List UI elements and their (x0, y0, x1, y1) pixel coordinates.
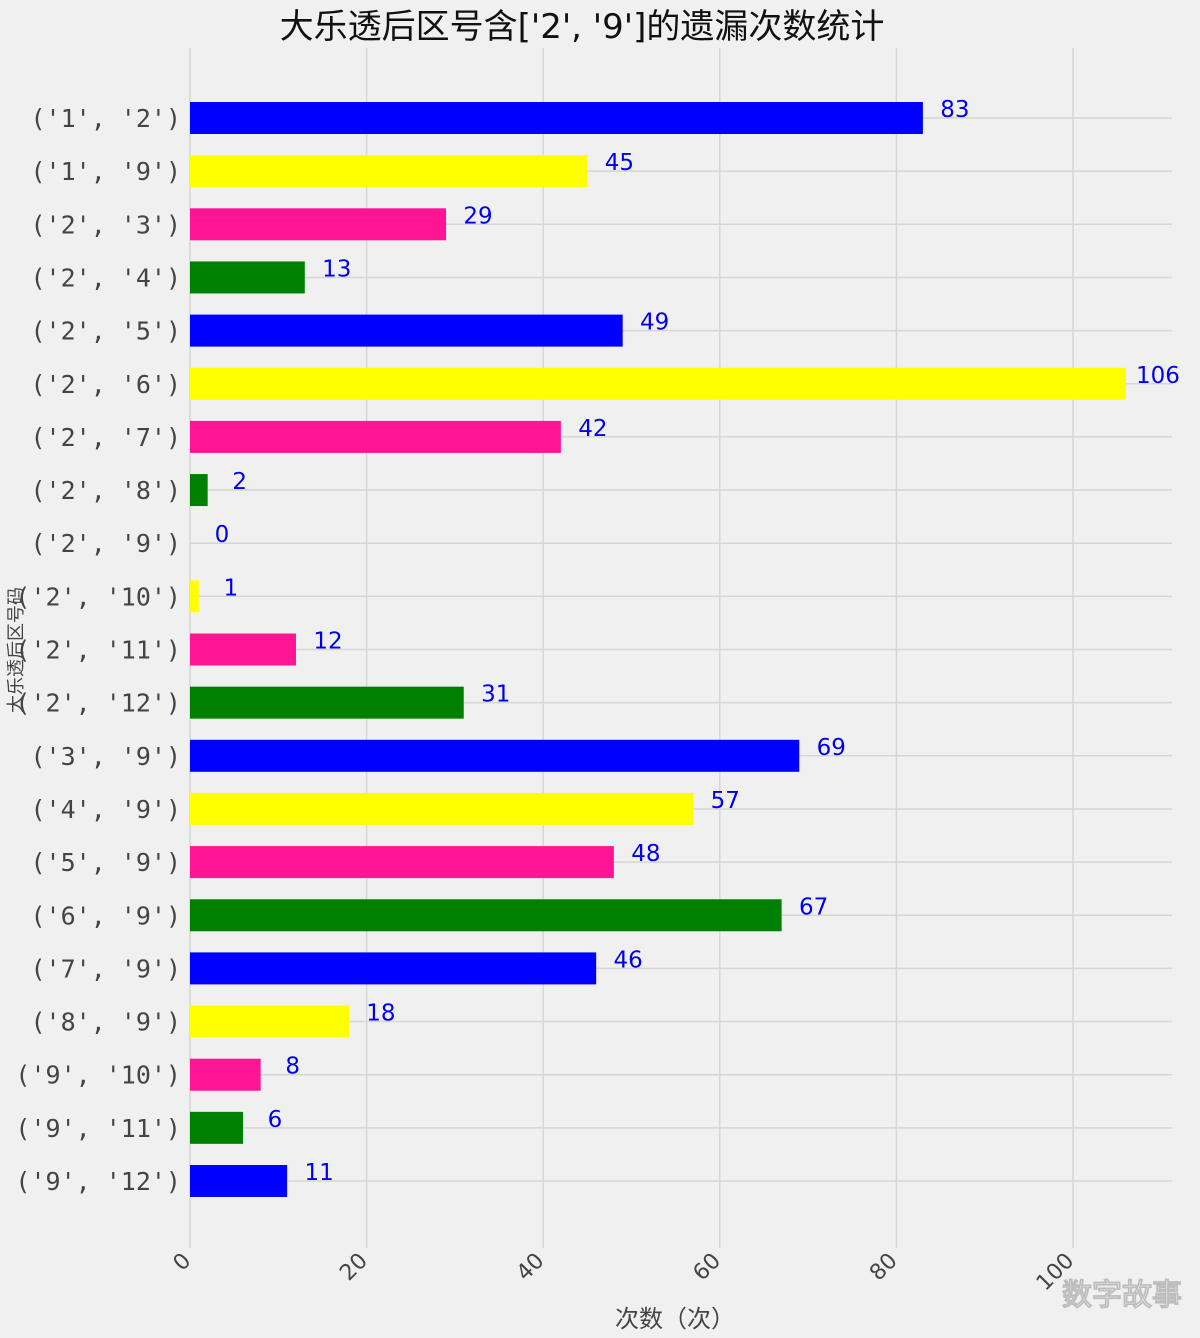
bar-value-label: 46 (614, 947, 643, 973)
chart-title: 大乐透后区号含['2', '9']的遗漏次数统计 (280, 7, 885, 47)
y-axis-label: 大乐透后区号码 (6, 587, 27, 713)
y-tick-label: ('2', '8') (30, 476, 181, 505)
bar-value-label: 31 (481, 682, 510, 708)
bar (190, 102, 923, 134)
x-tick-labels: 0 20 40 60 80 100 (169, 1249, 1080, 1296)
y-tick-label: ('6', '9') (30, 901, 181, 930)
x-tick-label: 0 (169, 1249, 197, 1277)
bar-value-label: 45 (605, 150, 634, 176)
bar (190, 1005, 349, 1038)
y-tick-label: ('1', '9') (30, 157, 181, 186)
y-tick-label: ('2', '5') (30, 317, 181, 346)
bar-value-label: 11 (304, 1160, 333, 1186)
x-tick-label: 60 (689, 1249, 726, 1286)
x-tick-label: 80 (865, 1249, 902, 1286)
bar (190, 633, 296, 666)
bar-value-label: 6 (268, 1107, 283, 1133)
bar-value-label: 69 (817, 735, 846, 761)
bar (190, 899, 782, 932)
y-tick-label: ('5', '9') (30, 848, 181, 877)
x-axis-label: 次数（次） (615, 1305, 735, 1333)
bar-value-label: 2 (232, 469, 247, 495)
y-tick-label: ('2', '11') (15, 636, 181, 665)
bar (190, 792, 694, 825)
bar-value-label: 1 (224, 575, 239, 601)
y-tick-label: ('7', '9') (30, 954, 181, 983)
bar (190, 1058, 261, 1091)
y-tick-label: ('3', '9') (30, 742, 181, 771)
x-tick-label: 20 (335, 1249, 372, 1286)
y-tick-label: ('9', '12') (15, 1167, 181, 1196)
x-tick-label: 40 (512, 1249, 549, 1286)
bar (190, 367, 1126, 400)
y-tick-label: ('2', '9') (30, 529, 181, 558)
y-tick-label: ('4', '9') (30, 795, 181, 824)
bar-value-label: 57 (711, 788, 740, 814)
y-tick-label: ('2', '4') (30, 263, 181, 292)
bar-value-label: 18 (366, 1001, 395, 1027)
bar-value-label: 13 (322, 256, 351, 282)
y-tick-labels: ('1', '2') ('1', '9') ('2', '3') ('2', '4')… (15, 104, 181, 1196)
bar (190, 314, 623, 347)
y-tick-label: ('8', '9') (30, 1008, 181, 1037)
bar (190, 580, 199, 613)
bar-value-label: 106 (1136, 363, 1180, 389)
y-tick-label: ('2', '3') (30, 210, 181, 239)
y-tick-label: ('2', '7') (30, 423, 181, 452)
bar (190, 1111, 243, 1144)
y-tick-label: ('2', '12') (15, 689, 181, 718)
bar (190, 739, 800, 772)
y-tick-label: ('2', '10') (15, 582, 181, 611)
bar (190, 208, 447, 241)
bar-value-label: 29 (463, 203, 492, 229)
bars (190, 102, 1126, 1197)
bar (190, 686, 464, 719)
y-tick-label: ('9', '11') (15, 1114, 181, 1143)
bar-value-label: 67 (799, 894, 828, 920)
bar-value-label: 8 (285, 1054, 300, 1080)
watermark-logo: 数字故事 (1062, 1278, 1182, 1313)
y-tick-label: ('1', '2') (30, 104, 181, 133)
bar (190, 420, 561, 453)
y-tick-label: ('2', '6') (30, 370, 181, 399)
bar-value-label: 12 (313, 629, 342, 655)
bar (190, 155, 588, 188)
bar-value-label: 0 (215, 522, 230, 548)
data-labels: 83 45 29 13 49 106 42 2 0 1 12 31 69 57 48 67 46 18 8 6 11 (215, 97, 1180, 1186)
bar (190, 1165, 288, 1197)
bar-value-label: 83 (940, 97, 969, 123)
bar-value-label: 48 (631, 841, 660, 867)
bar (190, 952, 597, 985)
bar (190, 846, 614, 879)
bar (190, 474, 208, 507)
bar-value-label: 42 (578, 416, 607, 442)
y-tick-label: ('9', '10') (15, 1061, 181, 1090)
bar-value-label: 49 (640, 310, 669, 336)
bar (190, 261, 305, 294)
